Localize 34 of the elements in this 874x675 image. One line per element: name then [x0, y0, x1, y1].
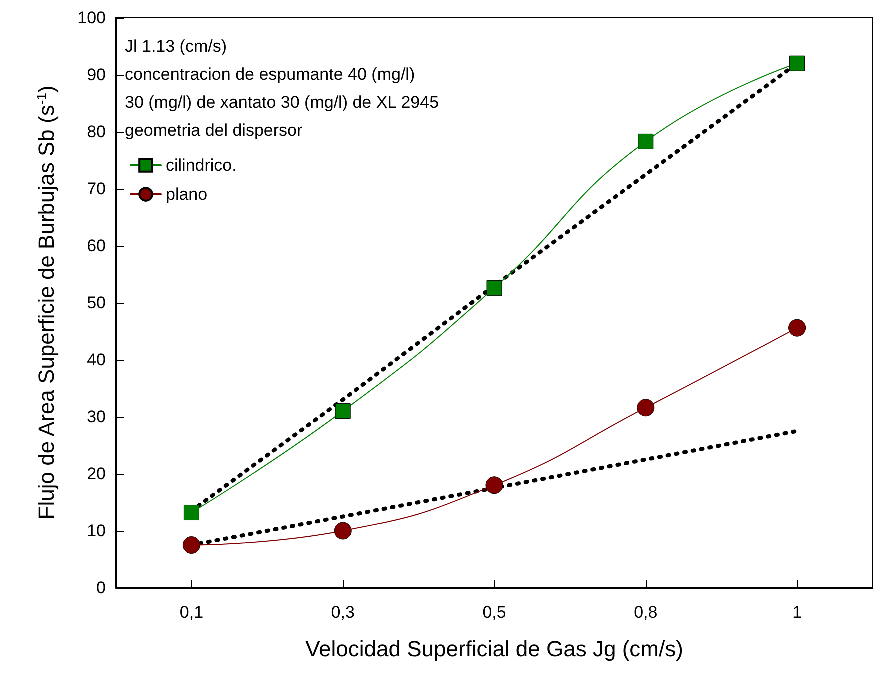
x-tick-label: 0,1: [180, 603, 204, 622]
point: [790, 56, 806, 72]
point: [334, 522, 352, 540]
y-tick-label: 90: [87, 66, 106, 84]
y-tick-label: 60: [87, 236, 106, 256]
point: [335, 404, 351, 420]
annotation: 30 (mg/l) de xantato 30 (mg/l) de XL 2945: [125, 93, 440, 112]
point: [486, 280, 502, 296]
point: [637, 399, 655, 417]
y-tick-label: 100: [78, 8, 106, 28]
y-tick-label: 20: [87, 464, 106, 484]
point: [486, 476, 504, 494]
y-axis-title: Flujo de Area Superficie de Burbujas Sb (s-1): [34, 86, 59, 520]
x-tick-label: 0,5: [482, 603, 506, 622]
x-tick-label: 0,8: [634, 603, 658, 622]
annotation: concentracion de espumante 40 (mg/l): [125, 65, 416, 84]
y-tick-label: 40: [87, 350, 106, 370]
y-tick-label: 10: [87, 522, 106, 540]
annotation: geometria del dispersor: [125, 121, 303, 140]
point: [182, 536, 200, 554]
y-tick-label: 70: [87, 180, 106, 198]
legend-label: plano: [166, 185, 208, 204]
x-axis-title: Velocidad Superficial de Gas Jg (cm/s): [306, 636, 684, 662]
annotation: Jl 1.13 (cm/s): [125, 37, 228, 56]
y-tick-label: 0: [96, 578, 106, 598]
y-tick-label: 50: [87, 294, 106, 312]
legend-label: cilindrico.: [166, 156, 237, 175]
point: [788, 319, 806, 337]
point: [638, 134, 654, 150]
y-tick-label: 30: [87, 408, 106, 426]
point: [184, 505, 200, 521]
x-tick-label: 1: [792, 603, 802, 622]
x-tick-label: 0,3: [331, 603, 355, 622]
y-tick-label: 80: [87, 122, 106, 142]
